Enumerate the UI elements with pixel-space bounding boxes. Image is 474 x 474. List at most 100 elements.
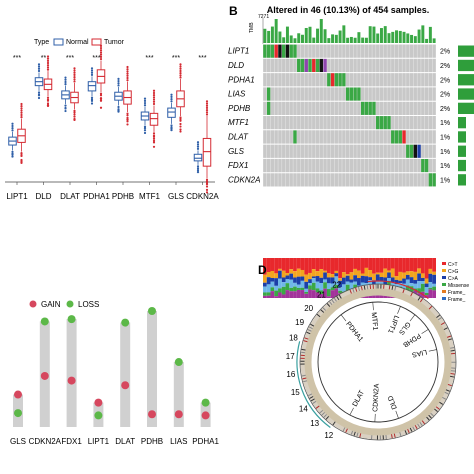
titv-segment [379, 281, 384, 285]
cnv-tick-labels: GLS CDKN2A FDX1 LIPT1 DLAT PDHB LIAS PDHA1 [10, 437, 219, 446]
titv-segment [394, 276, 399, 280]
tick-label-cdkn2a: CDKN2A [186, 192, 219, 201]
missense-swatch [442, 283, 446, 286]
titv-segment [368, 270, 373, 278]
titv-segment [289, 279, 294, 288]
titv-segment [304, 288, 309, 292]
titv-segment [338, 280, 342, 288]
tmb-bars [263, 19, 436, 43]
titv-segment [409, 283, 414, 287]
gene-label-pdhb: PDHB [228, 104, 251, 113]
titv-segment [311, 258, 316, 270]
titv-segment [375, 274, 380, 281]
cnv-legend: GAIN LOSS [29, 300, 99, 309]
titv-segment [326, 258, 331, 274]
titv-segment [334, 276, 339, 285]
mutation-cell-mtf1 [383, 116, 387, 130]
titv-segment [300, 269, 305, 277]
tmb-bar [383, 26, 387, 43]
titv-segment [428, 289, 433, 298]
frequency-label-pdhb: 2% [440, 106, 450, 113]
cnv-dlat [120, 318, 131, 427]
boxplot-tick-labels: *** LIPT1 ** DLD *** DLAT *** PDHA1 PDHB *** MTF1 *… [6, 55, 219, 201]
titv-segment [315, 271, 320, 277]
tmb-bar [297, 33, 301, 43]
significance-dld: ** [41, 55, 47, 62]
chromosome-label-14: 14 [299, 405, 308, 414]
titv-segment [270, 287, 275, 292]
titv-segment [405, 274, 410, 280]
mutation-cell-pdhb [368, 101, 372, 115]
titv-segment [319, 283, 324, 291]
gene-connector-pdhb [421, 329, 429, 334]
titv-segment [334, 284, 339, 289]
tmb-bar [323, 29, 327, 43]
titv-segment [285, 283, 290, 291]
loss-dot-lias [174, 358, 183, 367]
gain-dot-dlat [121, 381, 130, 390]
titv-segment [323, 272, 327, 280]
titv-segment [417, 273, 421, 282]
cnv-lipt1 [93, 398, 104, 427]
mutation-cell-lipt1 [274, 44, 278, 58]
tmb-bar [346, 37, 350, 43]
titv-segment [341, 258, 346, 273]
gene-label-fdx1: FDX1 [228, 161, 248, 170]
tmb-bar [293, 38, 297, 43]
titv-segment [357, 258, 361, 271]
titv-segment [334, 270, 339, 274]
tick-label-pdhb: PDHB [112, 192, 134, 201]
cnv-pdhb [147, 307, 157, 427]
frequency-label-dld: 2% [440, 63, 450, 70]
mutation-cell-lipt1 [282, 44, 286, 58]
mutation-cell-mtf1 [379, 116, 384, 130]
mutation-cell-gls [417, 144, 421, 158]
legend-gain-dot [29, 300, 37, 308]
titv-segment [432, 290, 436, 298]
titv-segment [263, 282, 267, 287]
frequency-bar-dlat [458, 131, 466, 143]
titv-segment [300, 287, 305, 291]
titv-segment [296, 289, 301, 298]
titv-segment [308, 258, 312, 273]
mutation-cell-mtf1 [387, 116, 391, 130]
tmb-bar [368, 26, 372, 43]
titv-segment [409, 258, 414, 272]
cnv-tick-label-gls: GLS [10, 437, 26, 446]
titv-segment [338, 258, 342, 279]
titv-segment [353, 281, 358, 285]
titv-segment [285, 258, 290, 274]
titv-segment [281, 258, 286, 271]
titv-segment [266, 284, 271, 293]
titv-legend-ct: C>T [448, 262, 458, 268]
titv-segment [300, 290, 305, 298]
tmb-bar [391, 31, 395, 43]
variant-legend-missense: Missense [448, 283, 469, 289]
gene-connector-lias [428, 349, 437, 352]
tmb-bar [282, 37, 286, 43]
oncoplot-grid [262, 43, 437, 188]
tmb-bar [398, 30, 402, 43]
titv-segment [424, 258, 429, 279]
titv-segment [270, 277, 275, 282]
gain-dot-lias [174, 410, 183, 419]
mutation-cell-pdha1 [334, 73, 339, 87]
mutation-cell-dld [304, 58, 308, 72]
titv-segment [360, 275, 365, 283]
mutation-cell-pdhb [364, 101, 369, 115]
titv-segment [315, 288, 320, 293]
frequency-label-dlat: 1% [440, 135, 450, 142]
box-gls-normal [167, 93, 176, 132]
tmb-bar [421, 25, 425, 43]
cnv-fdx1 [66, 315, 77, 427]
titv-segment [360, 258, 365, 274]
mutation-cell-gls [409, 144, 414, 158]
boxplot-legend: Type Normal Tumor [34, 38, 125, 46]
mutation-cell-lipt1 [266, 44, 271, 58]
titv-segment [311, 276, 316, 279]
chromosome-label-21: 21 [317, 291, 326, 300]
box-lipt1-tumor [17, 102, 26, 165]
gene-connector-pdha1 [340, 314, 347, 322]
titv-segment [379, 258, 384, 273]
